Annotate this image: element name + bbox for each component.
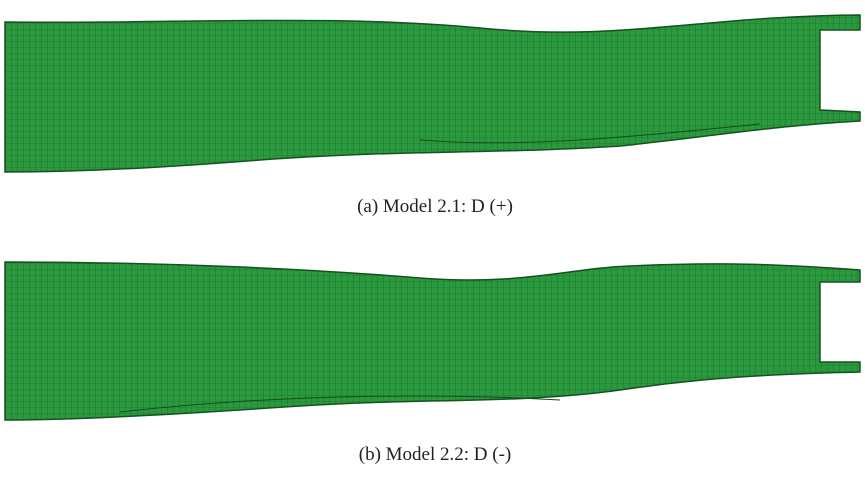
figure: (a) Model 2.1: D (+) (b) Model 2.2: D (-…	[0, 0, 865, 479]
caption: (b) Model 2.2: D (-)	[359, 444, 512, 465]
panel-a: (a) Model 2.1: D (+)	[5, 15, 860, 217]
mesh-beam	[5, 15, 860, 172]
caption: (a) Model 2.1: D (+)	[357, 196, 513, 217]
panel-b: (b) Model 2.2: D (-)	[5, 262, 860, 465]
